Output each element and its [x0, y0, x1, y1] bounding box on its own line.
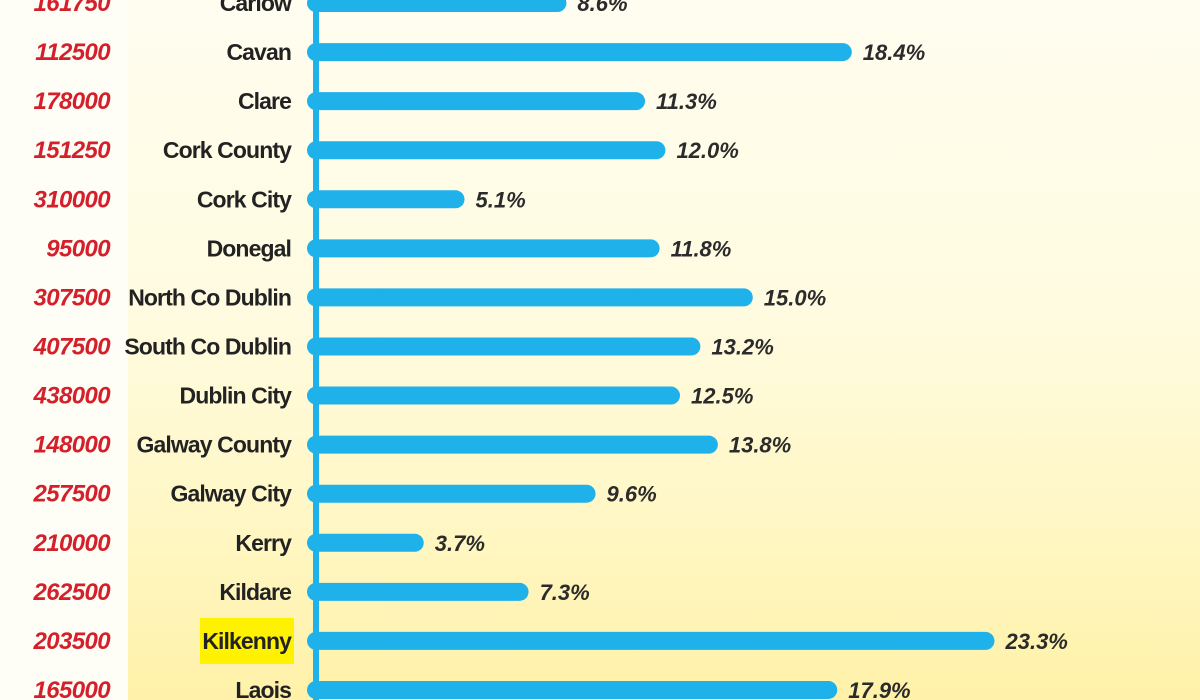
bar — [307, 92, 646, 111]
bar — [307, 386, 680, 405]
category-label: Kildare — [219, 579, 291, 605]
bar — [307, 484, 596, 503]
value-label: 9.6% — [607, 482, 657, 507]
category-label: Kerry — [235, 530, 292, 556]
price-label: 203500 — [33, 628, 112, 655]
category-label: Kilkenny — [202, 628, 292, 654]
category-label: Carlow — [220, 0, 292, 16]
value-label: 11.3% — [656, 89, 717, 114]
value-label: 3.7% — [435, 531, 485, 556]
price-label: 151250 — [34, 137, 112, 164]
value-label: 12.0% — [676, 138, 738, 163]
category-highlight — [200, 617, 294, 664]
bar — [307, 190, 465, 209]
price-label: 310000 — [34, 186, 112, 213]
category-label: Cavan — [226, 39, 291, 65]
bar — [307, 582, 529, 601]
value-label: 17.9% — [848, 678, 910, 700]
price-label: 165000 — [34, 677, 112, 700]
value-label: 11.8% — [671, 236, 732, 261]
bar — [307, 141, 666, 160]
bar — [307, 680, 838, 699]
value-label: 8.6% — [577, 0, 627, 16]
price-label: 407500 — [33, 333, 112, 360]
value-label: 12.5% — [691, 384, 753, 409]
bar — [307, 533, 424, 552]
bar — [307, 43, 852, 62]
category-label: Clare — [238, 88, 291, 114]
category-label: South Co Dublin — [124, 333, 291, 359]
value-label: 5.1% — [476, 187, 526, 212]
category-label: Cork County — [163, 137, 292, 163]
value-label: 23.3% — [1004, 629, 1067, 654]
price-label: 112500 — [35, 39, 111, 66]
category-label: Galway County — [137, 432, 293, 458]
price-column-background — [0, 0, 128, 700]
value-label: 13.8% — [729, 433, 791, 458]
price-label: 95000 — [46, 235, 111, 262]
price-label: 307500 — [34, 284, 112, 311]
price-label: 178000 — [34, 88, 112, 115]
price-label: 438000 — [33, 383, 112, 410]
y-axis-line — [313, 0, 319, 700]
category-label: Laois — [235, 677, 291, 700]
category-label: North Co Dublin — [128, 284, 291, 310]
value-label: 7.3% — [540, 580, 590, 605]
price-label: 262500 — [33, 579, 112, 606]
price-label: 148000 — [34, 432, 112, 459]
price-label: 210000 — [33, 530, 112, 557]
price-label: 257500 — [33, 481, 112, 508]
bar — [307, 239, 660, 258]
category-label: Donegal — [207, 235, 291, 261]
bar — [307, 631, 995, 650]
value-label: 15.0% — [764, 285, 826, 310]
bar — [307, 288, 753, 307]
price-label: 161750 — [34, 0, 112, 17]
bar — [307, 0, 567, 12]
category-label: Dublin City — [180, 383, 293, 409]
category-label: Cork City — [197, 186, 292, 212]
category-label: Galway City — [171, 481, 293, 507]
bar — [307, 337, 701, 356]
bar — [307, 435, 718, 454]
value-label: 13.2% — [711, 334, 773, 359]
value-label: 18.4% — [863, 40, 925, 65]
